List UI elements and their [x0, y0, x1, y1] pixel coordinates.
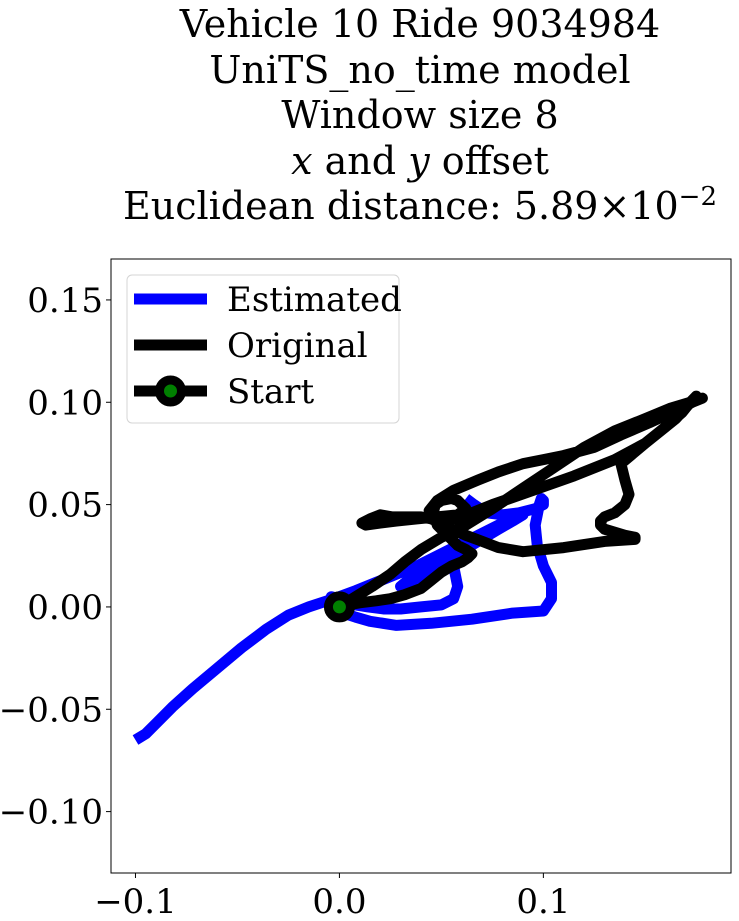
start-marker	[323, 591, 355, 623]
series-line-original	[336, 390, 708, 613]
title-and-text: and	[312, 138, 409, 183]
y-tick-label: 0.00	[27, 588, 103, 628]
legend-label-estimated: Estimated	[227, 280, 402, 320]
x-tick-label: −0.1	[94, 882, 177, 921]
title-line-1: Vehicle 10 Ride 9034984	[179, 2, 661, 46]
y-tick-label: 0.05	[27, 486, 103, 526]
title-offset-text: offset	[429, 138, 549, 183]
y-tick-label: −0.10	[0, 793, 103, 833]
legend: Estimated Original Start	[126, 274, 402, 424]
legend-label-start: Start	[227, 372, 314, 412]
y-tick-label: −0.05	[0, 690, 103, 730]
y-tick-label: 0.15	[27, 281, 103, 321]
x-tick-label: 0.1	[516, 882, 570, 921]
legend-start-marker	[155, 375, 186, 407]
x-tick-label: 0.0	[312, 882, 366, 921]
title-line-3: Window size 8	[281, 93, 559, 137]
title-line-2: UniTS_no_time model	[209, 47, 631, 92]
title-y-symbol: y	[408, 138, 430, 183]
title-x-symbol: x	[291, 138, 313, 183]
title-line-4: x and y offset	[60, 139, 739, 185]
axes-layer: −0.1 0.0 0.1 −0.10 −0.05 0.00 0.05 0.10 0.15	[0, 281, 570, 921]
title-line-5: Euclidean distance: 5.89×10−2	[60, 184, 739, 230]
plot-frame	[110, 258, 732, 874]
title-distance-exponent: −2	[678, 182, 717, 212]
y-tick-label: 0.10	[27, 383, 103, 423]
chart-title: Vehicle 10 Ride 9034984 UniTS_no_time mo…	[60, 2, 739, 230]
legend-label-original: Original	[227, 326, 368, 366]
series-layer	[132, 390, 708, 745]
title-distance-text: Euclidean distance: 5.89×10	[123, 184, 679, 228]
